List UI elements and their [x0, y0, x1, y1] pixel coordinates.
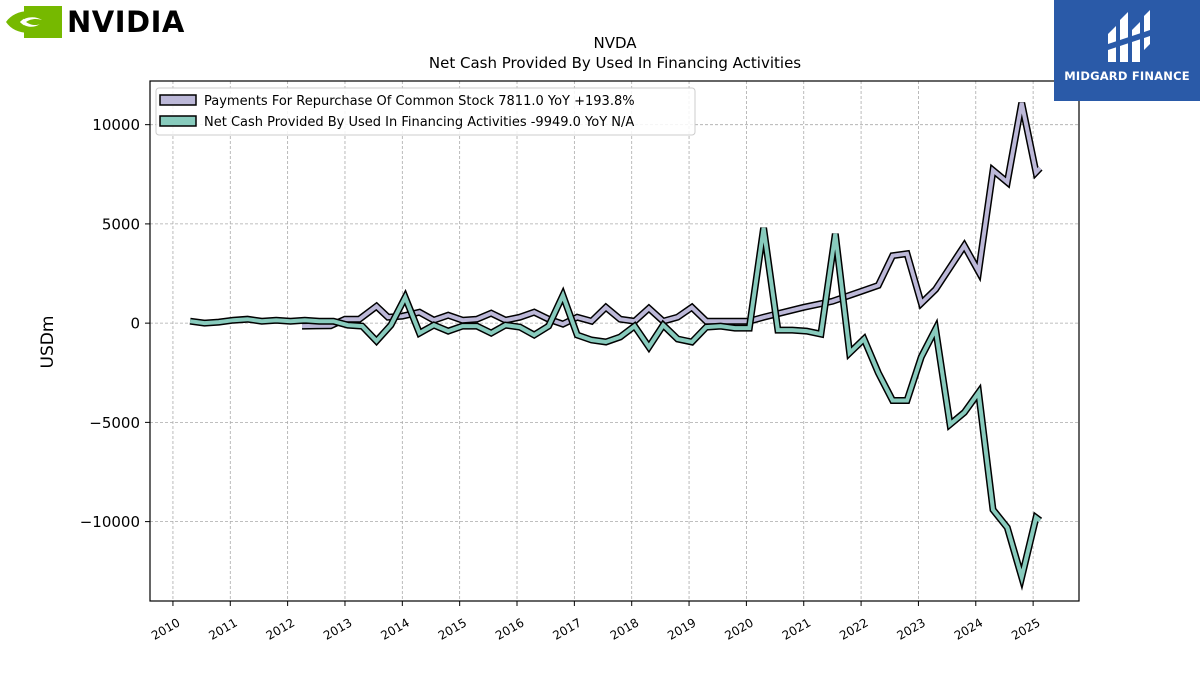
x-tick-label: 2012: [264, 615, 297, 642]
series-lines: [189, 102, 1043, 591]
x-tick-label: 2021: [780, 615, 813, 642]
y-tick-label: −10000: [80, 513, 140, 531]
x-tick-label: 2024: [952, 615, 985, 642]
legend-label-1: Payments For Repurchase Of Common Stock …: [204, 94, 635, 109]
plot-frame: [149, 80, 1080, 602]
midgard-finance-logo: MIDGARD FINANCE: [1054, 0, 1200, 101]
x-tick-label: 2013: [321, 615, 354, 642]
series-line-2: [189, 227, 1043, 591]
x-tick-label: 2011: [206, 615, 239, 642]
series-stroke: [301, 102, 1042, 329]
x-axis: 2010 2011 2012 2013 2014 2015 2016 2017 2018 2019…: [149, 601, 1043, 643]
chart-title: NVDA: [593, 34, 637, 52]
y-axis: 10000 5000 0 −5000 −10000: [80, 116, 150, 531]
x-tick-label: 2020: [722, 615, 755, 642]
x-tick-label: 2025: [1009, 615, 1042, 642]
x-tick-label: 2019: [665, 615, 698, 642]
y-tick-label: 5000: [102, 215, 140, 233]
series-line-1: [301, 102, 1043, 330]
series-outline: [301, 102, 1043, 330]
y-axis-label: USDm: [38, 316, 58, 369]
legend-swatch-2: [159, 115, 197, 127]
midgard-emblem-icon: [1108, 10, 1150, 62]
midgard-wordmark: MIDGARD FINANCE: [1064, 69, 1190, 83]
x-tick-label: 2014: [378, 615, 411, 642]
series-stroke: [189, 227, 1042, 586]
legend-swatch-1: [159, 94, 197, 106]
x-tick-label: 2016: [493, 615, 526, 642]
y-tick-label: 10000: [92, 116, 140, 134]
nvidia-logo: NVIDIA: [4, 4, 204, 44]
x-tick-label: 2023: [894, 615, 927, 642]
nvidia-wordmark: NVIDIA: [67, 5, 185, 39]
y-tick-label: 0: [130, 315, 140, 333]
nvidia-eye-icon: [6, 6, 62, 38]
x-tick-label: 2018: [608, 615, 641, 642]
legend: Payments For Repurchase Of Common Stock …: [155, 87, 696, 136]
legend-box: [155, 87, 696, 136]
x-tick-label: 2015: [436, 615, 469, 642]
y-tick-label: −5000: [89, 414, 140, 432]
x-tick-label: 2022: [837, 615, 870, 642]
x-tick-label: 2010: [149, 615, 182, 642]
x-tick-label: 2017: [550, 615, 583, 642]
chart-subtitle: Net Cash Provided By Used In Financing A…: [429, 54, 801, 72]
legend-label-2: Net Cash Provided By Used In Financing A…: [204, 115, 634, 130]
